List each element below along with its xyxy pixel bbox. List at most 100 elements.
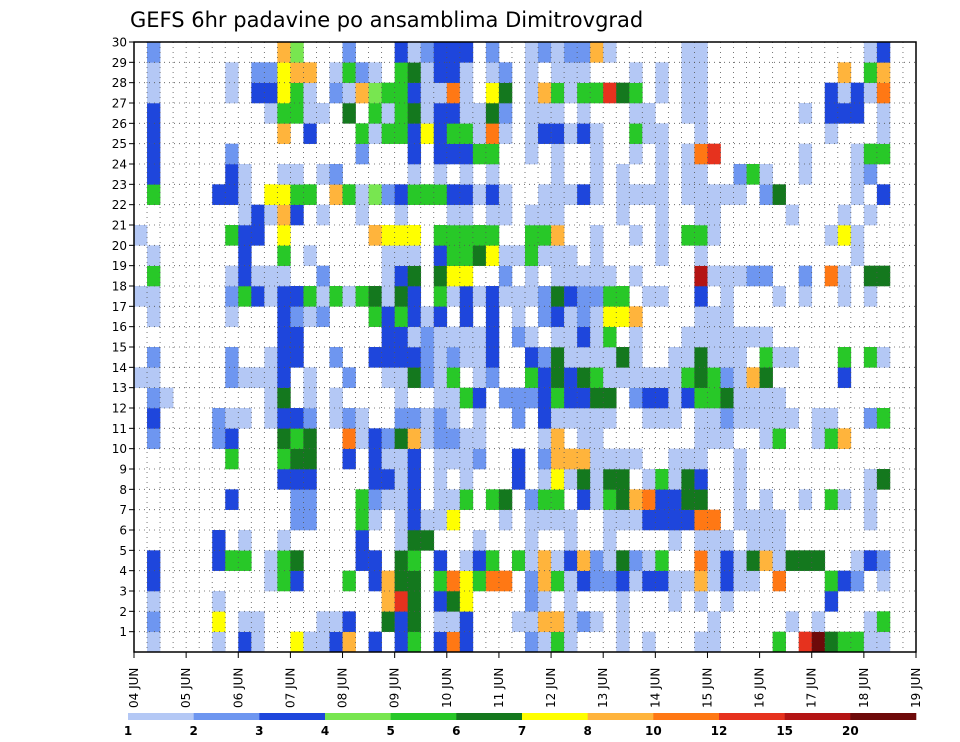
heatmap-cell <box>525 123 539 144</box>
heatmap-cell <box>616 570 630 592</box>
heatmap-cell <box>577 82 591 104</box>
heatmap-cell <box>290 448 304 470</box>
heatmap-cell <box>642 184 656 205</box>
heatmap-cell <box>577 489 591 510</box>
heatmap-cell <box>525 82 539 104</box>
heatmap-cell <box>668 509 682 531</box>
x-axis: 04 JUN 05 JUN 06 JUN 07 JUN 08 JUN 09 JUN 10 J… <box>127 652 923 708</box>
heatmap-cell <box>707 225 721 246</box>
heatmap-cell <box>381 591 395 612</box>
heatmap-cell <box>160 387 174 409</box>
heatmap-cell <box>342 570 356 592</box>
heatmap-cell <box>538 489 552 510</box>
heatmap-cell <box>551 82 565 104</box>
heatmap-cell <box>564 387 578 409</box>
heatmap-cell <box>446 82 461 104</box>
heatmap-cell <box>225 408 239 429</box>
heatmap-cell <box>772 509 786 531</box>
legend-swatch <box>653 713 720 720</box>
legend-label: 20 <box>842 724 859 738</box>
heatmap-cell <box>629 550 643 571</box>
heatmap-cell <box>485 489 500 510</box>
heatmap-cell <box>655 387 669 409</box>
heatmap-cell <box>407 184 422 205</box>
heatmap-cell <box>590 123 604 144</box>
heatmap-cell <box>694 530 708 551</box>
heatmap-cell <box>459 306 474 327</box>
heatmap-cell <box>355 143 369 165</box>
heatmap-cell <box>147 62 161 83</box>
heatmap-cell <box>147 591 161 612</box>
heatmap-cell <box>850 103 865 124</box>
heatmap-cell <box>498 570 513 592</box>
heatmap-cell <box>303 103 317 124</box>
heatmap-cell <box>694 408 708 429</box>
heatmap-cell <box>420 42 435 63</box>
heatmap-cell <box>564 448 578 470</box>
heatmap-cell <box>485 62 500 83</box>
heatmap-cell <box>147 306 161 327</box>
heatmap-cell <box>277 123 291 144</box>
legend-swatch <box>456 713 523 720</box>
heatmap-cell <box>329 184 343 205</box>
heatmap-cell <box>511 245 526 266</box>
heatmap-cell <box>433 103 448 124</box>
heatmap-cell <box>590 408 604 429</box>
heatmap-cell <box>511 306 526 327</box>
heatmap-cell <box>837 347 852 368</box>
heatmap-cell <box>876 143 891 165</box>
heatmap-cell <box>746 530 760 551</box>
heatmap-cell <box>342 286 356 307</box>
heatmap-cell <box>590 489 604 510</box>
heatmap-cell <box>446 225 461 246</box>
heatmap-cell <box>694 164 708 185</box>
heatmap-cell <box>238 367 252 388</box>
y-tick-label: 4 <box>119 564 127 578</box>
heatmap-cell <box>381 570 395 592</box>
heatmap-cell <box>785 611 799 632</box>
heatmap-cell <box>577 326 591 348</box>
heatmap-cell <box>681 367 695 388</box>
heatmap-cell <box>564 631 578 653</box>
legend-swatch <box>193 713 260 720</box>
heatmap-cell <box>798 489 813 510</box>
heatmap-cell <box>759 184 773 205</box>
heatmap-cell <box>876 570 891 592</box>
heatmap-cell <box>511 286 526 307</box>
heatmap-cell <box>707 408 721 429</box>
heatmap-cell <box>577 611 591 632</box>
heatmap-cell <box>746 367 760 388</box>
heatmap-cell <box>655 225 669 246</box>
heatmap-cell <box>407 286 422 307</box>
heatmap-cell <box>433 306 448 327</box>
legend-swatch <box>522 713 588 720</box>
heatmap-cell <box>668 469 682 490</box>
heatmap-cell <box>603 530 617 551</box>
heatmap-cell <box>577 408 591 429</box>
heatmap-cell <box>538 103 552 124</box>
heatmap-cell <box>355 530 369 551</box>
heatmap-cell <box>876 550 891 571</box>
heatmap-cell <box>655 286 669 307</box>
heatmap-cell <box>212 428 226 449</box>
heatmap-cell <box>564 367 578 388</box>
heatmap-cell <box>837 204 852 226</box>
heatmap-cell <box>290 631 304 653</box>
heatmap-cell <box>459 82 474 104</box>
heatmap-cell <box>355 204 369 226</box>
heatmap-cell <box>681 164 695 185</box>
legend-swatch <box>850 713 917 720</box>
legend-swatch <box>587 713 654 720</box>
heatmap-cell <box>459 428 474 449</box>
heatmap-cell <box>603 570 617 592</box>
x-tick-label: 07 JUN <box>283 668 297 708</box>
heatmap-cell <box>629 347 643 368</box>
heatmap-cell <box>485 204 500 226</box>
heatmap-cell <box>746 326 760 348</box>
heatmap-cell <box>433 469 448 490</box>
heatmap-cell <box>824 428 839 449</box>
heatmap-cell <box>394 245 408 266</box>
heatmap-cell <box>472 367 487 388</box>
heatmap-cell <box>303 469 317 490</box>
heatmap-cell <box>733 367 747 388</box>
